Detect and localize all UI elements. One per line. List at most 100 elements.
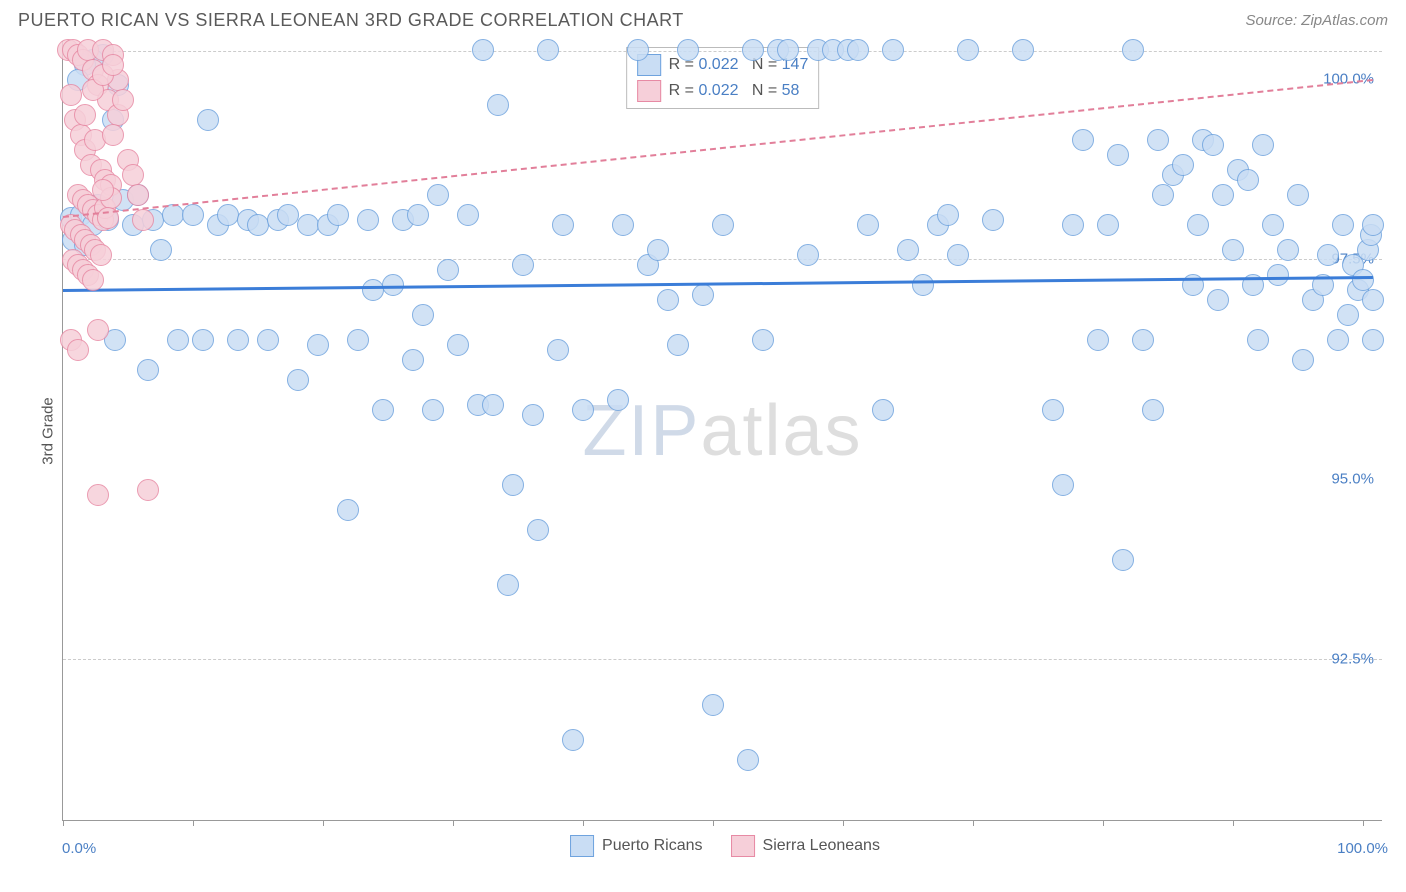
- data-point: [1262, 214, 1284, 236]
- data-point: [1252, 134, 1274, 156]
- legend-item: Sierra Leoneans: [731, 835, 880, 857]
- data-point: [362, 279, 384, 301]
- data-point: [407, 204, 429, 226]
- data-point: [1362, 214, 1384, 236]
- data-point: [1267, 264, 1289, 286]
- x-tick: [323, 820, 324, 826]
- data-point: [132, 209, 154, 231]
- data-point: [227, 329, 249, 351]
- data-point: [612, 214, 634, 236]
- data-point: [1147, 129, 1169, 151]
- data-point: [247, 214, 269, 236]
- data-point: [422, 399, 444, 421]
- data-point: [337, 499, 359, 521]
- x-tick: [973, 820, 974, 826]
- trend-line: [63, 276, 1373, 292]
- data-point: [1287, 184, 1309, 206]
- data-point: [277, 204, 299, 226]
- legend-row: R = 0.022 N = 58: [637, 78, 809, 104]
- data-point: [1132, 329, 1154, 351]
- data-point: [307, 334, 329, 356]
- data-point: [607, 389, 629, 411]
- data-point: [937, 204, 959, 226]
- y-tick-label: 92.5%: [1331, 651, 1374, 668]
- data-point: [1292, 349, 1314, 371]
- data-point: [957, 39, 979, 61]
- legend-swatch: [570, 835, 594, 857]
- data-point: [1362, 329, 1384, 351]
- x-tick: [453, 820, 454, 826]
- data-point: [1317, 244, 1339, 266]
- data-point: [1352, 269, 1374, 291]
- data-point: [102, 54, 124, 76]
- data-point: [677, 39, 699, 61]
- data-point: [182, 204, 204, 226]
- data-point: [327, 204, 349, 226]
- data-point: [1332, 214, 1354, 236]
- data-point: [1212, 184, 1234, 206]
- legend-swatch: [731, 835, 755, 857]
- legend-label: Sierra Leoneans: [763, 837, 880, 855]
- data-point: [92, 179, 114, 201]
- x-tick: [1363, 820, 1364, 826]
- data-point: [1112, 549, 1134, 571]
- y-tick-label: 95.0%: [1331, 471, 1374, 488]
- x-tick: [713, 820, 714, 826]
- legend-label: Puerto Ricans: [602, 837, 703, 855]
- x-tick: [1233, 820, 1234, 826]
- data-point: [1072, 129, 1094, 151]
- data-point: [427, 184, 449, 206]
- legend-text: R = 0.022 N = 58: [669, 82, 800, 100]
- legend-swatch: [637, 80, 661, 102]
- data-point: [67, 339, 89, 361]
- data-point: [547, 339, 569, 361]
- data-point: [297, 214, 319, 236]
- data-point: [912, 274, 934, 296]
- data-point: [112, 89, 134, 111]
- data-point: [1012, 39, 1034, 61]
- data-point: [1277, 239, 1299, 261]
- data-point: [1337, 304, 1359, 326]
- data-point: [522, 404, 544, 426]
- data-point: [82, 269, 104, 291]
- data-point: [512, 254, 534, 276]
- data-point: [667, 334, 689, 356]
- data-point: [797, 244, 819, 266]
- data-point: [752, 329, 774, 351]
- data-point: [122, 164, 144, 186]
- data-point: [257, 329, 279, 351]
- x-tick: [193, 820, 194, 826]
- data-point: [192, 329, 214, 351]
- gridline: [63, 259, 1382, 260]
- data-point: [872, 399, 894, 421]
- data-point: [412, 304, 434, 326]
- x-axis-min: 0.0%: [62, 840, 96, 857]
- data-point: [457, 204, 479, 226]
- x-tick: [63, 820, 64, 826]
- data-point: [562, 729, 584, 751]
- bottom-legend: Puerto Ricans Sierra Leoneans: [570, 835, 880, 857]
- data-point: [1052, 474, 1074, 496]
- data-point: [74, 104, 96, 126]
- data-point: [702, 694, 724, 716]
- data-point: [882, 39, 904, 61]
- data-point: [572, 399, 594, 421]
- data-point: [627, 39, 649, 61]
- data-point: [1327, 329, 1349, 351]
- y-axis-label: 3rd Grade: [39, 397, 56, 465]
- data-point: [357, 209, 379, 231]
- chart-area: 3rd Grade ZIPatlas R = 0.022 N = 147R = …: [62, 41, 1388, 821]
- data-point: [1097, 214, 1119, 236]
- x-tick: [843, 820, 844, 826]
- data-point: [102, 124, 124, 146]
- data-point: [1187, 214, 1209, 236]
- data-point: [502, 474, 524, 496]
- data-point: [487, 94, 509, 116]
- data-point: [437, 259, 459, 281]
- data-point: [472, 39, 494, 61]
- data-point: [497, 574, 519, 596]
- data-point: [447, 334, 469, 356]
- data-point: [982, 209, 1004, 231]
- data-point: [402, 349, 424, 371]
- data-point: [1107, 144, 1129, 166]
